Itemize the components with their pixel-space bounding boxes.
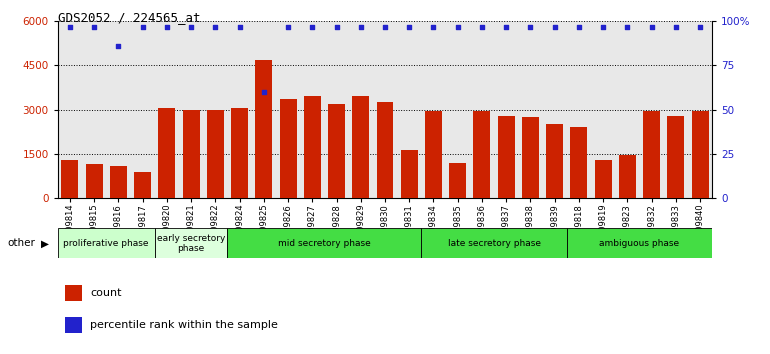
Text: proliferative phase: proliferative phase [63,239,149,248]
Point [451,24,464,29]
Point [355,24,367,29]
Bar [668,116,685,198]
Point [136,24,149,29]
Bar [400,149,417,198]
Bar [546,125,563,198]
Bar [594,160,611,198]
Bar [182,110,199,198]
Point [64,24,76,29]
Bar [256,59,273,198]
Bar [353,97,370,198]
Point [88,24,100,29]
Point [597,24,609,29]
Text: GDS2052 / 224565_at: GDS2052 / 224565_at [58,11,200,24]
Bar [567,228,712,258]
Point [645,24,658,29]
Point [621,24,634,29]
Point [330,24,343,29]
Bar [231,108,248,198]
Text: mid secretory phase: mid secretory phase [278,239,371,248]
Text: count: count [90,288,122,298]
Text: late secretory phase: late secretory phase [447,239,541,248]
Point [233,24,246,29]
Point [185,24,197,29]
Bar [377,102,393,198]
Bar [159,108,176,198]
Bar [134,172,151,198]
Bar [58,228,155,258]
Point [209,24,222,29]
Point [670,24,682,29]
Point [476,24,488,29]
Bar [155,228,227,258]
Bar [619,155,636,198]
Bar [227,228,421,258]
Text: ▶: ▶ [41,238,49,249]
Bar [522,117,539,198]
Bar [691,111,708,198]
Point [258,89,270,95]
Point [500,24,512,29]
Point [403,24,415,29]
Bar [110,166,127,198]
Bar [643,111,660,198]
Point [573,24,585,29]
Point [112,43,125,49]
Bar [280,99,296,198]
Text: early secretory
phase: early secretory phase [157,234,226,253]
Bar [449,163,466,198]
Point [524,24,537,29]
Bar [328,104,345,198]
Point [282,24,294,29]
Bar [474,111,490,198]
Point [161,24,173,29]
Bar [425,111,442,198]
Bar [85,164,102,198]
Bar [304,97,321,198]
Point [548,24,561,29]
Point [379,24,391,29]
Bar [571,127,588,198]
Point [306,24,319,29]
Text: ambiguous phase: ambiguous phase [600,239,680,248]
Bar [421,228,567,258]
Text: other: other [8,238,35,249]
Bar [62,160,79,198]
Text: percentile rank within the sample: percentile rank within the sample [90,320,278,330]
Bar [497,116,514,198]
Point [694,24,706,29]
Bar [207,110,224,198]
Point [427,24,440,29]
